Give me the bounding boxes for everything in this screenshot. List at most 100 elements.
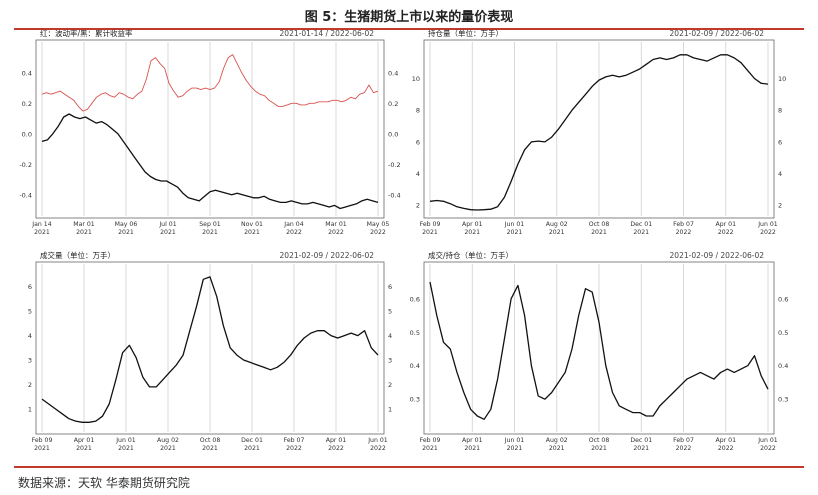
x-tick-year: 2021 [34, 445, 50, 452]
source-note: 数据来源：天软 华泰期货研究院 [18, 476, 190, 490]
x-tick-year: 2022 [676, 229, 692, 236]
x-tick-label: Feb 07 [673, 221, 694, 228]
y-tick-label-left: 0.6 [410, 295, 420, 303]
y-tick-label-left: 0.4 [22, 69, 32, 77]
x-tick-year: 2021 [422, 445, 438, 452]
x-tick-year: 2021 [464, 229, 480, 236]
y-tick-label-right: 4 [778, 170, 782, 178]
x-tick-year: 2021 [76, 229, 92, 236]
x-tick-label: Feb 09 [32, 437, 53, 444]
panel-title-3: 成交/持仓（单位：万手） [428, 250, 513, 260]
series-line-3-0 [429, 281, 769, 420]
x-tick-label: May 05 [367, 221, 390, 228]
x-tick-label: Jun 01 [115, 437, 136, 444]
y-tick-label-right: 1 [388, 405, 392, 413]
panel-title-2: 成交量（单位：万手） [40, 250, 115, 260]
x-tick-year: 2021 [160, 229, 176, 236]
y-tick-label-left: -0.2 [19, 161, 32, 169]
x-tick-year: 2022 [328, 445, 344, 452]
x-tick-label: Oct 08 [589, 437, 610, 444]
y-tick-label-left: 0.2 [22, 100, 32, 108]
x-tick-label: Dec 01 [241, 437, 263, 444]
panel-frame-0 [35, 39, 385, 219]
x-tick-label: Feb 09 [420, 221, 441, 228]
y-tick-label-left: 2 [416, 202, 420, 210]
y-tick-label-right: 0.2 [388, 100, 398, 108]
x-tick-label: Feb 07 [673, 437, 694, 444]
x-tick-year: 2021 [549, 229, 565, 236]
title-rule [14, 28, 804, 30]
x-tick-label: Dec 01 [630, 221, 652, 228]
y-tick-label-left: 0.0 [22, 130, 32, 138]
x-tick-year: 2021 [76, 445, 92, 452]
x-tick-year: 2021 [633, 229, 649, 236]
y-tick-label-right: 2 [388, 381, 392, 389]
panel-date-range-0: 2021-01-14 / 2022-06-02 [280, 29, 375, 38]
y-tick-label-right: 10 [778, 75, 786, 83]
x-tick-year: 2022 [718, 229, 734, 236]
x-tick-label: Apr 01 [74, 437, 95, 444]
x-tick-label: Apr 01 [326, 437, 347, 444]
x-tick-year: 2022 [676, 445, 692, 452]
x-tick-year: 2021 [507, 229, 523, 236]
y-tick-label-right: 2 [778, 202, 782, 210]
x-tick-label: Feb 09 [420, 437, 441, 444]
x-tick-label: Dec 01 [630, 437, 652, 444]
y-tick-label-right: 8 [778, 107, 782, 115]
x-tick-label: Oct 08 [589, 221, 610, 228]
x-tick-label: Apr 01 [462, 437, 483, 444]
x-tick-label: Jul 01 [158, 221, 176, 228]
series-line-0-1 [41, 113, 379, 210]
x-tick-year: 2021 [422, 229, 438, 236]
x-tick-year: 2022 [760, 229, 776, 236]
x-tick-label: Jun 01 [757, 437, 778, 444]
y-tick-label-left: 6 [416, 138, 420, 146]
y-tick-label-left: 3 [28, 357, 32, 365]
x-tick-year: 2021 [244, 229, 260, 236]
panel-date-range-3: 2021-02-09 / 2022-06-02 [670, 251, 765, 260]
x-tick-label: Aug 02 [157, 437, 179, 444]
x-tick-label: Mar 01 [73, 221, 95, 228]
y-tick-label-left: 0.3 [410, 396, 420, 404]
x-tick-label: Aug 02 [546, 221, 568, 228]
y-tick-label-right: -0.4 [388, 191, 401, 199]
x-tick-year: 2021 [202, 229, 218, 236]
y-tick-label-right: 3 [388, 357, 392, 365]
y-tick-label-left: 6 [28, 283, 32, 291]
x-tick-label: Apr 01 [715, 437, 736, 444]
panel-frame-2 [35, 261, 385, 435]
x-tick-year: 2021 [160, 445, 176, 452]
y-tick-label-right: 6 [388, 283, 392, 291]
x-tick-label: Jun 01 [504, 221, 525, 228]
x-tick-label: Oct 08 [200, 437, 221, 444]
x-tick-label: Apr 01 [462, 221, 483, 228]
x-tick-year: 2021 [118, 445, 134, 452]
panel-frame-1 [423, 39, 775, 219]
x-tick-year: 2022 [370, 445, 386, 452]
y-tick-label-left: 4 [28, 332, 32, 340]
x-tick-label: Apr 01 [715, 221, 736, 228]
y-tick-label-left: 0.5 [410, 329, 420, 337]
x-tick-year: 2021 [202, 445, 218, 452]
y-tick-label-left: 4 [416, 170, 420, 178]
x-tick-year: 2021 [633, 445, 649, 452]
y-tick-label-left: 10 [412, 75, 420, 83]
panel-title-1: 持仓量（单位：万手） [428, 28, 503, 38]
y-tick-label-right: -0.2 [388, 161, 401, 169]
y-tick-label-right: 0.6 [778, 295, 788, 303]
x-tick-year: 2022 [718, 445, 734, 452]
x-tick-label: Aug 02 [546, 437, 568, 444]
series-line-2-0 [41, 276, 379, 423]
x-tick-year: 2021 [507, 445, 523, 452]
y-tick-label-left: -0.4 [19, 191, 32, 199]
x-tick-year: 2021 [244, 445, 260, 452]
y-tick-label-left: 5 [28, 308, 32, 316]
source-rule [14, 466, 804, 468]
y-tick-label-left: 8 [416, 107, 420, 115]
panel-frame-3 [423, 261, 775, 435]
x-tick-year: 2021 [34, 229, 50, 236]
y-tick-label-left: 0.4 [410, 362, 420, 370]
x-tick-year: 2022 [760, 445, 776, 452]
x-tick-label: Jan 04 [283, 221, 303, 228]
